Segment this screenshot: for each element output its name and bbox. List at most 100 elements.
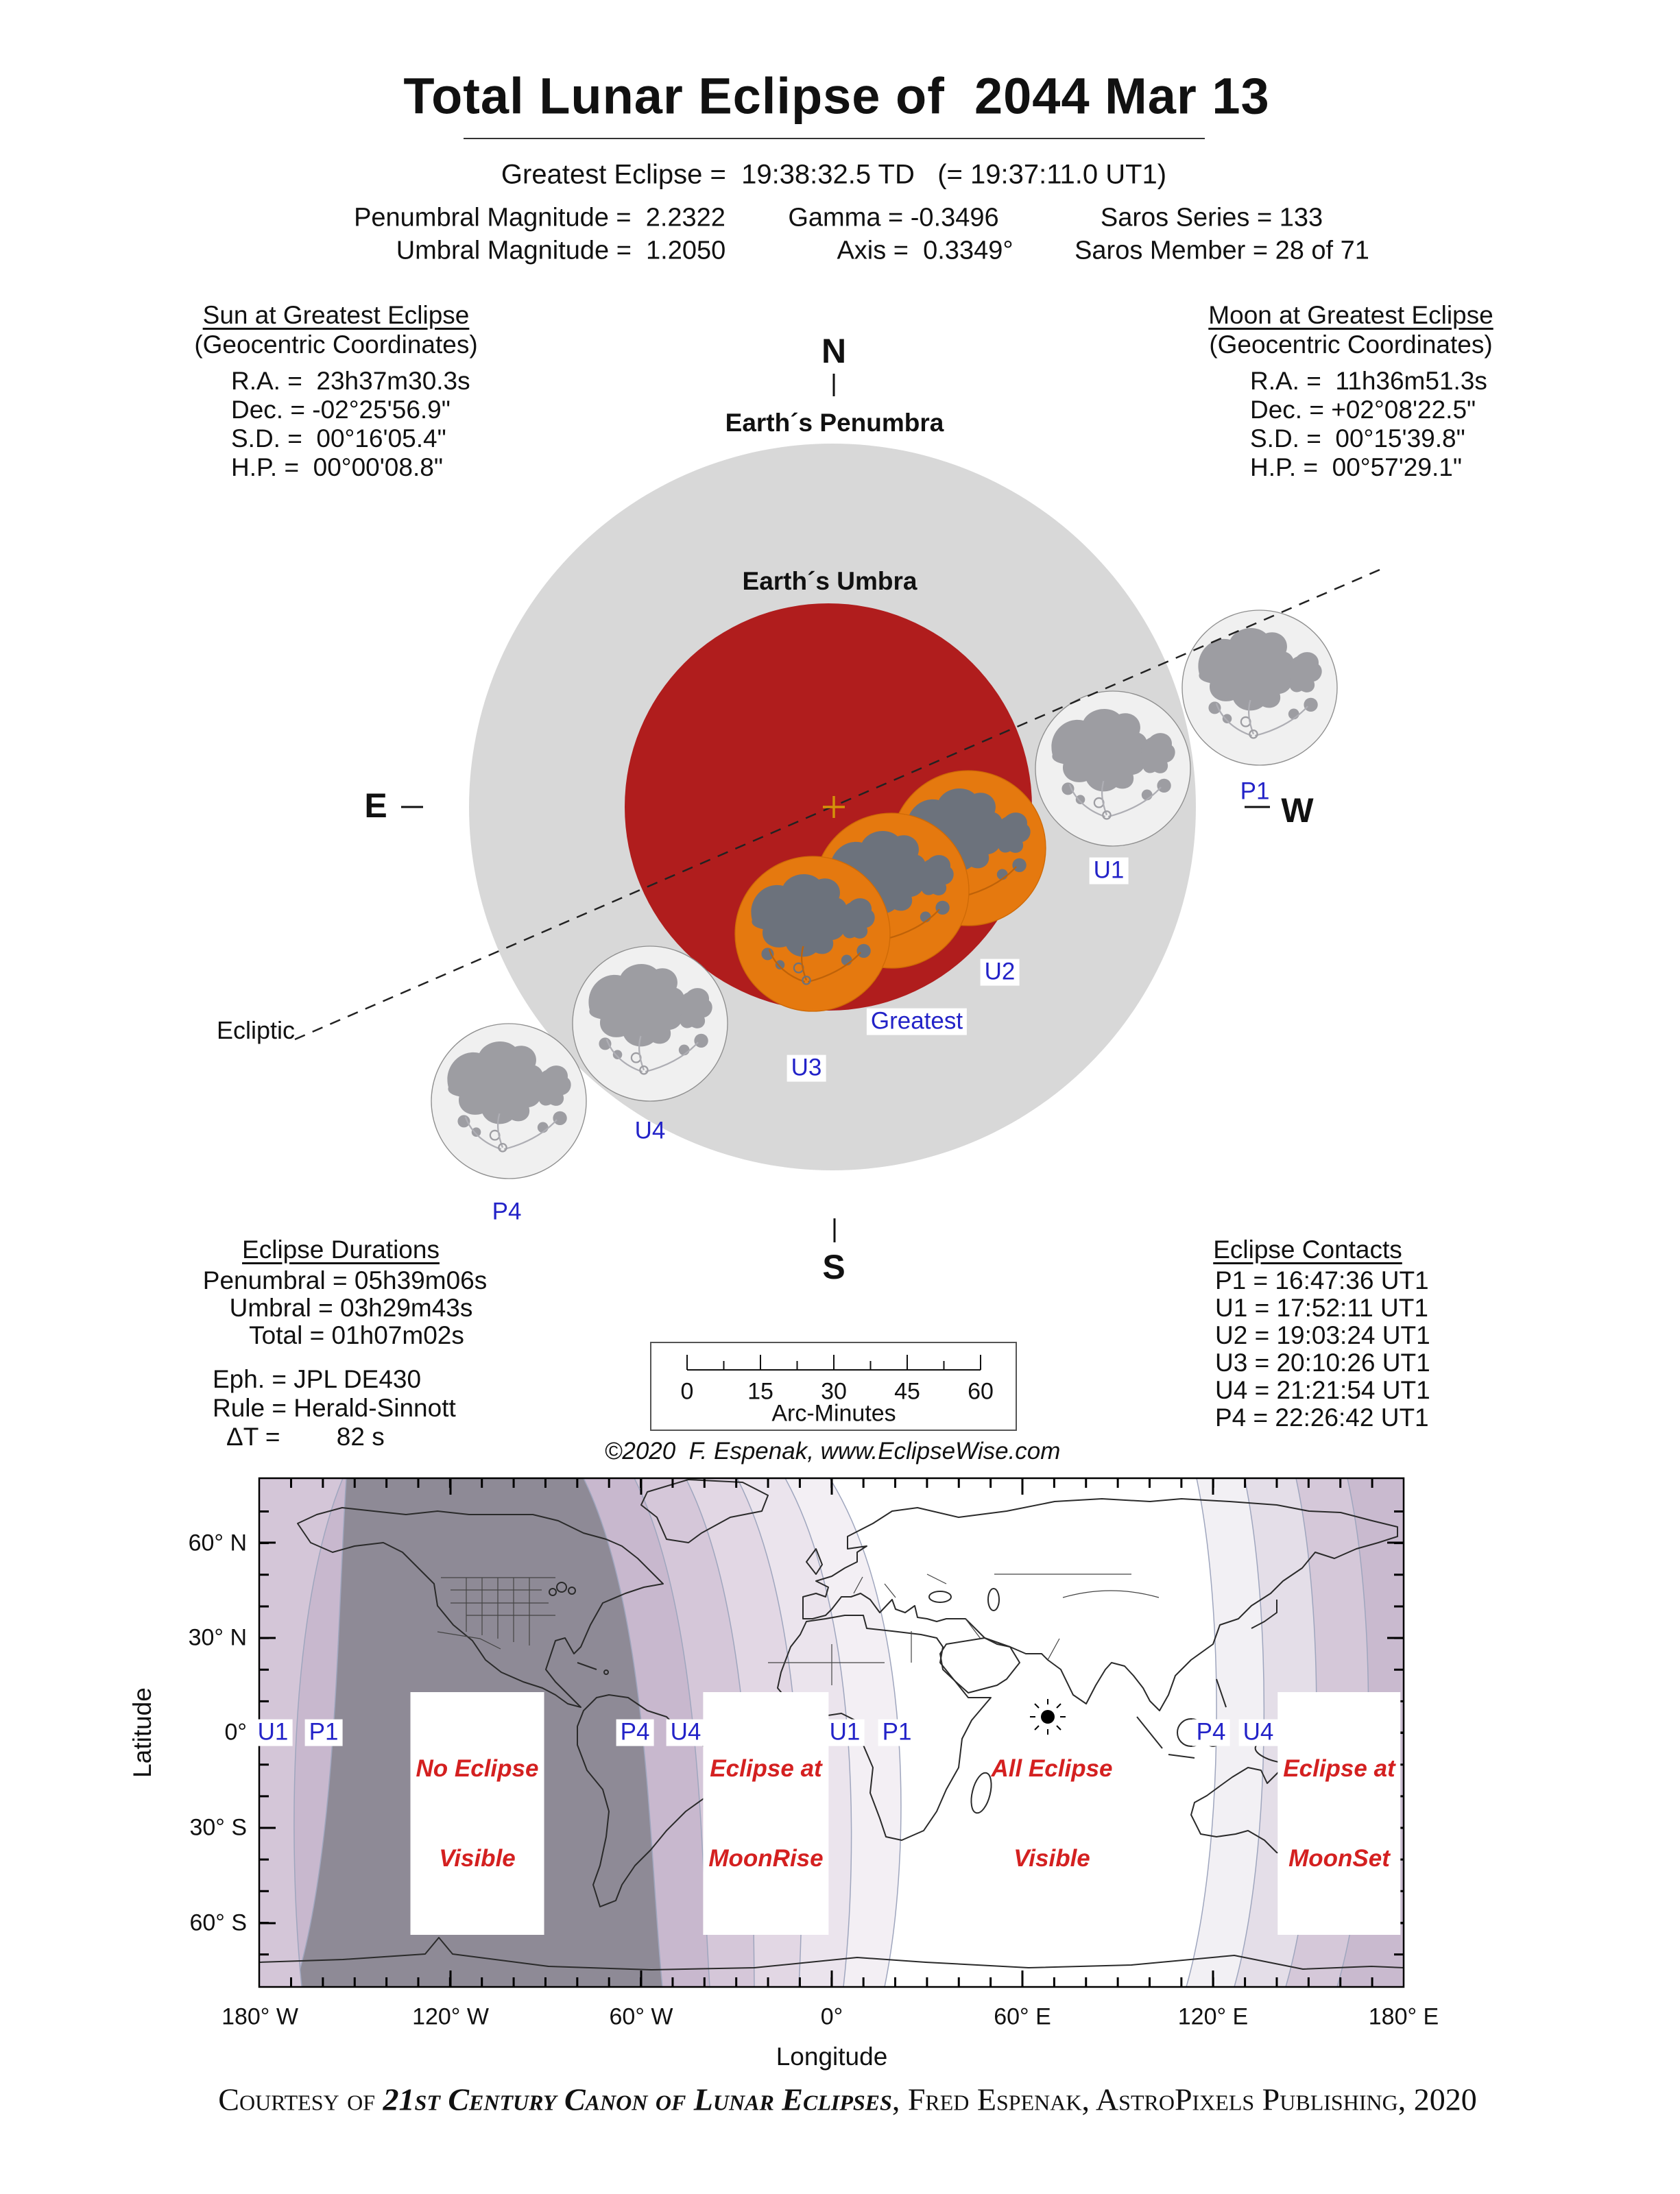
courtesy-suffix: , Fred Espenak, AstroPixels Publishing, … [891,2082,1477,2117]
map-contact-p4-right: P4 [1192,1719,1230,1746]
ephemeris: Eph. = JPL DE430 [213,1365,422,1393]
moon-block-subtitle: (Geocentric Coordinates) [1209,330,1493,359]
moon-P1 [1182,610,1337,765]
lat-0: 0° [224,1719,247,1746]
moon-P4 [431,1024,586,1179]
contact-time-U3: U3 = 20:10:26 UT1 [1215,1349,1430,1377]
copyright-line: ©2020 F. Espenak, www.EclipseWise.com [604,1438,1061,1464]
contact-time-U2: U2 = 19:03:24 UT1 [1215,1321,1430,1349]
ecliptic-line [294,568,1380,1041]
rule: Rule = Herald-Sinnott [213,1394,456,1422]
shadow-center-cross [823,796,845,818]
contact-U3-label: U3 [787,1054,826,1082]
contact-time-U4: U4 = 21:21:54 UT1 [1215,1376,1430,1404]
sun-ra: R.A. = 23h37m30.3s [231,367,470,395]
sun-zenith-symbol [1030,1699,1066,1735]
ecliptic-label: Ecliptic [216,1016,296,1044]
courtesy-prefix: Courtesy of [218,2082,383,2117]
scale-bar [650,1342,1017,1431]
sun-dec: Dec. = -02°25'56.9" [231,396,451,424]
scale-tick-45: 45 [894,1378,920,1405]
duration-penumbral: Penumbral = 05h39m06s [202,1266,488,1294]
region-moonset-line1: Eclipse at [1283,1755,1395,1782]
moon-dec: Dec. = +02°08'22.5" [1250,396,1476,424]
x-axis-title: Longitude [776,2042,888,2071]
contact-P4-label: P4 [492,1198,522,1225]
region-no-eclipse: No Eclipse Visible [410,1692,544,1935]
duration-umbral: Umbral = 03h29m43s [229,1294,473,1322]
contact-U1-label: U1 [1089,857,1129,884]
lat-30s: 30° S [189,1814,247,1841]
map-contact-p1-mid: P1 [878,1719,916,1746]
sun-block-title: Sun at Greatest Eclipse [202,301,470,329]
saros-series: Saros Series = 133 [1100,203,1323,232]
penumbra-label: Earth´s Penumbra [725,409,944,437]
lon-60w: 60° W [609,2003,673,2030]
region-no-eclipse-line2: Visible [439,1844,516,1872]
sun-hp: H.P. = 00°00'08.8" [231,453,443,481]
lon-0: 0° [820,2003,843,2030]
saros-member: Saros Member = 28 of 71 [1075,236,1369,265]
lat-60n: 60° N [188,1530,247,1556]
courtesy-line: Courtesy of 21st Century Canon of Lunar … [187,2045,1476,2154]
region-moonset: Eclipse at MoonSet [1277,1692,1401,1935]
durations-title: Eclipse Durations [242,1235,440,1264]
region-moonrise: Eclipse at MoonRise [703,1692,829,1935]
compass-north-label: N [821,332,847,370]
sun-sd: S.D. = 00°16'05.4" [231,424,446,453]
scale-tick-30: 30 [821,1378,847,1405]
region-all-eclipse-line1: All Eclipse [991,1755,1113,1782]
moon-U4 [573,946,728,1101]
region-moonrise-line1: Eclipse at [710,1755,822,1782]
compass-west-label: W [1281,791,1314,830]
moon-hp: H.P. = 00°57'29.1" [1250,453,1462,481]
contact-time-U1: U1 = 17:52:11 UT1 [1215,1294,1428,1322]
courtesy-book-title: 21st Century Canon of Lunar Eclipses [383,2082,892,2117]
map-contact-u1-mid: U1 [825,1719,865,1746]
axis: Axis = 0.3349° [837,236,1013,265]
lon-60e: 60° E [994,2003,1051,2030]
delta-t: ΔT = 82 s [226,1423,385,1451]
lat-30n: 30° N [188,1624,247,1651]
moon-block-title: Moon at Greatest Eclipse [1208,301,1493,329]
moon-U1 [1035,691,1190,846]
map-contact-u1-left: U1 [253,1719,293,1746]
compass-east-label: E [364,786,387,825]
contact-time-P1: P1 = 16:47:36 UT1 [1215,1266,1429,1294]
lon-180e: 180° E [1368,2003,1439,2030]
map-contact-p4-mid: P4 [616,1719,654,1746]
contact-U4-label: U4 [634,1117,666,1144]
compass-south-label: S [822,1248,845,1286]
country-borders [437,1574,1160,1685]
page-title: Total Lunar Eclipse of 2044 Mar 13 [403,67,1270,125]
lat-60s: 60° S [189,1909,247,1936]
map-contact-p1-left: P1 [304,1719,343,1746]
moon-ra: R.A. = 11h36m51.3s [1250,367,1487,395]
scale-tick-60: 60 [968,1378,994,1405]
sun-block-subtitle: (Geocentric Coordinates) [194,330,478,359]
contact-U2-label: U2 [980,959,1020,986]
lon-180w: 180° W [221,2003,298,2030]
region-no-eclipse-line1: No Eclipse [416,1755,539,1782]
shadow-diagram [294,374,1380,1242]
scale-tick-0: 0 [680,1378,694,1405]
contact-time-P4: P4 = 22:26:42 UT1 [1215,1403,1429,1432]
scale-tick-15: 15 [747,1378,773,1405]
contacts-title: Eclipse Contacts [1213,1235,1402,1264]
duration-total: Total = 01h07m02s [249,1321,464,1349]
lon-120e: 120° E [1177,2003,1249,2030]
umbra-label: Earth´s Umbra [742,567,917,595]
y-axis-title: Latitude [128,1687,156,1778]
contact-P1-label: P1 [1240,777,1270,805]
contact-greatest-label: Greatest [866,1008,968,1035]
region-moonrise-line2: MoonRise [708,1844,824,1872]
lon-120w: 120° W [412,2003,489,2030]
moon-U3 [735,856,890,1011]
umbral-magnitude: Umbral Magnitude = 1.2050 [396,236,726,265]
region-all-eclipse-line2: Visible [1013,1844,1090,1872]
gamma: Gamma = -0.3496 [788,203,999,232]
region-all-eclipse: All Eclipse Visible [985,1692,1118,1935]
penumbral-magnitude: Penumbral Magnitude = 2.2322 [354,203,725,232]
map-contact-u4-right: U4 [1238,1719,1278,1746]
